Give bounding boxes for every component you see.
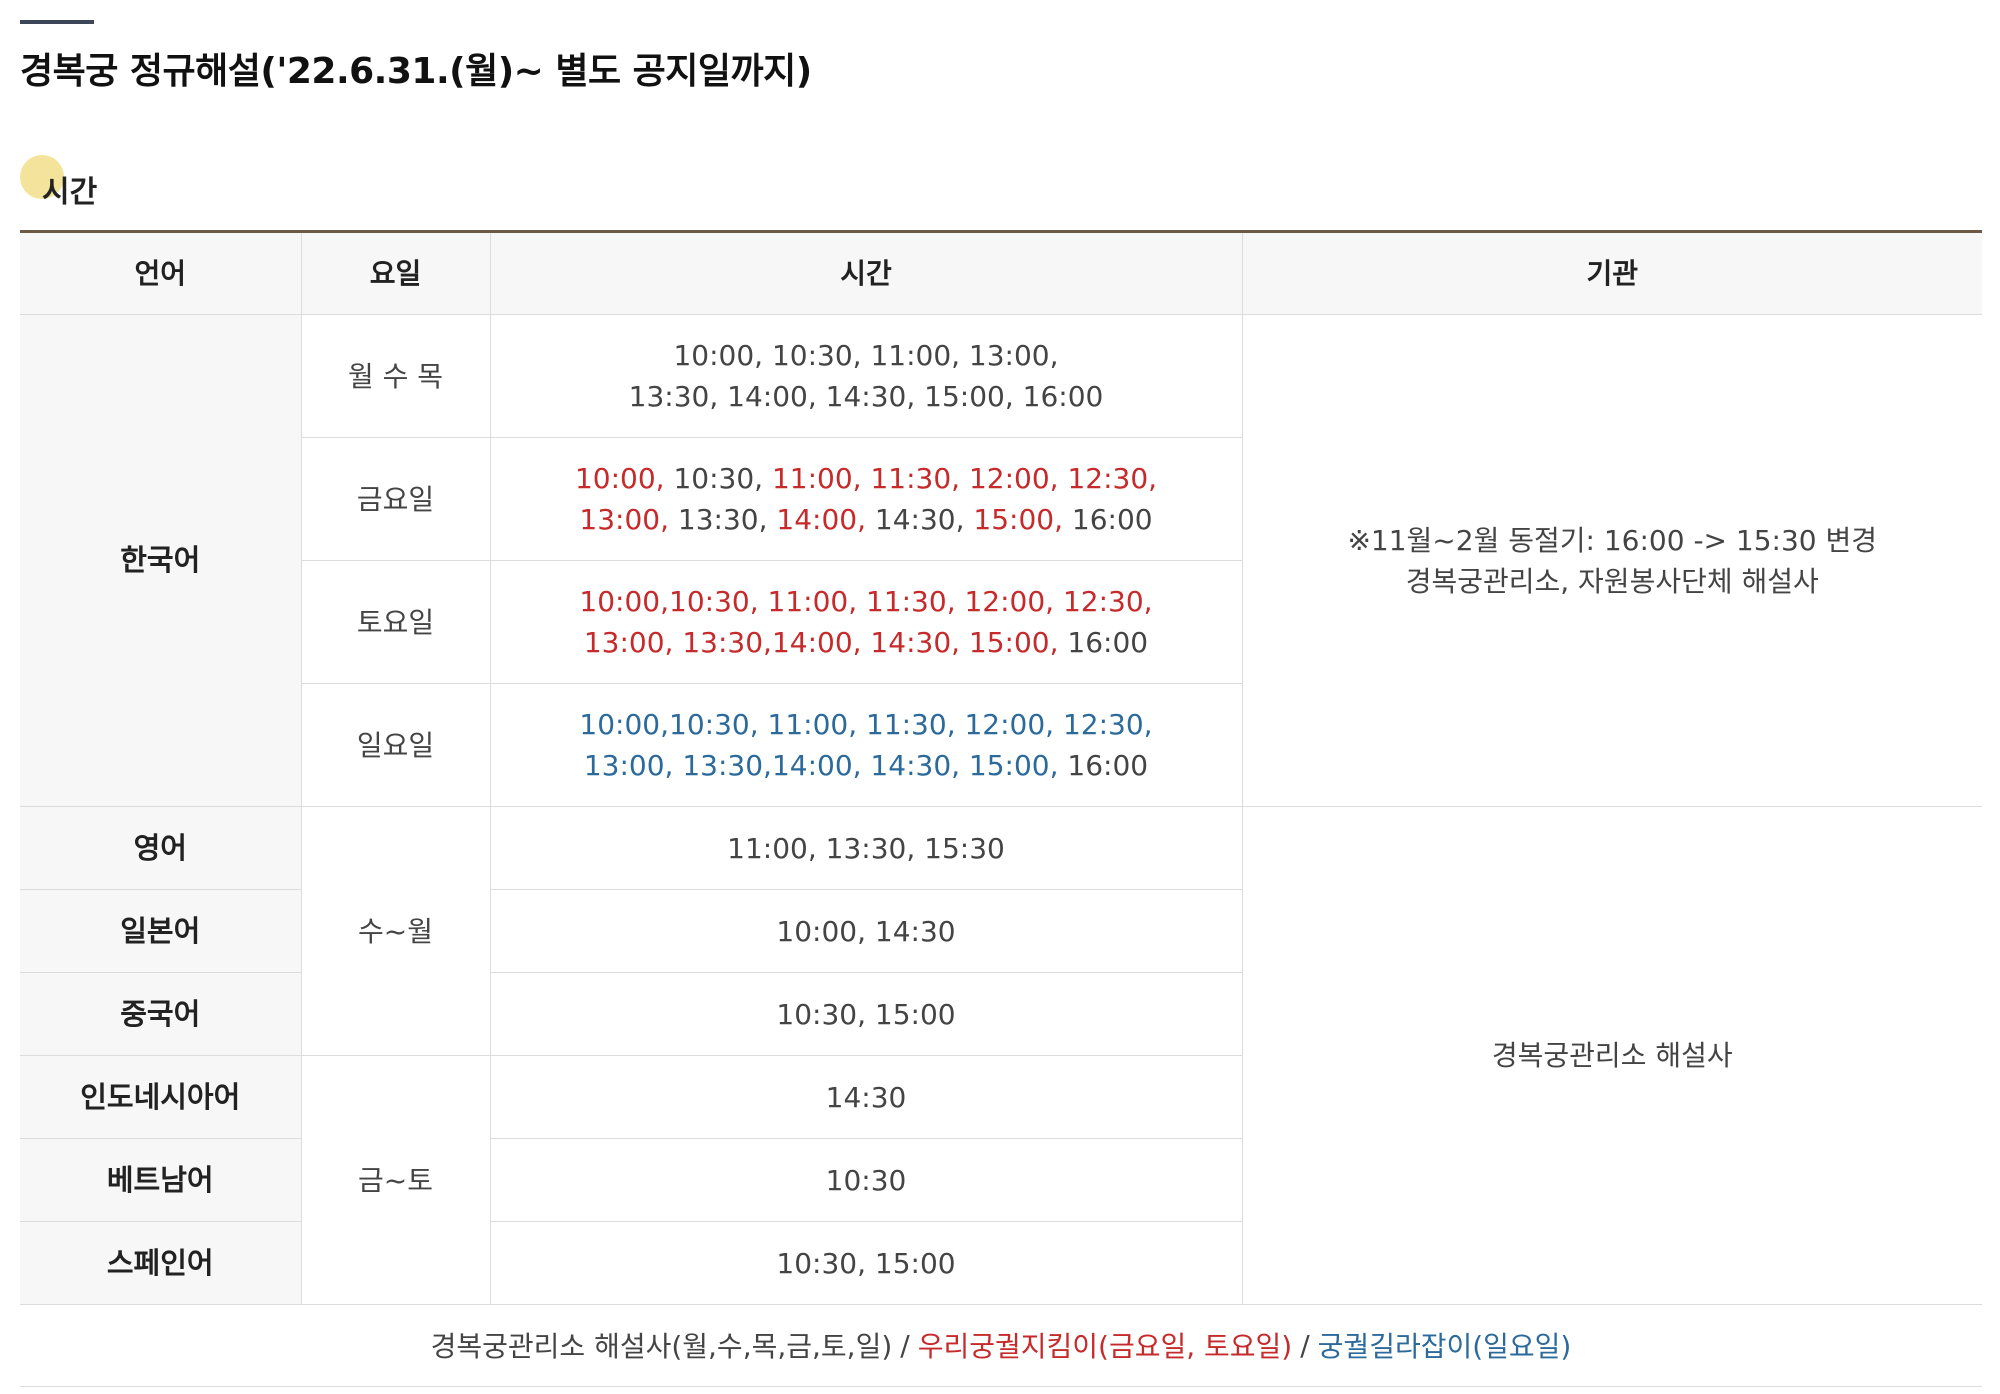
time-line: 10:00, 10:30, 11:00, 11:30, 12:00, 12:30… (491, 458, 1242, 499)
table-row: 토요일 10:00,10:30, 11:00, 11:30, 12:00, 12… (20, 560, 1982, 684)
legend-separator: / (900, 1328, 910, 1362)
table-row: 일본어 10:00, 14:30 (20, 889, 1982, 973)
time-token: 13:00, (579, 503, 669, 536)
table-row: 베트남어 10:30 (20, 1138, 1982, 1222)
table-header-row: 언어 요일 시간 기관 (20, 231, 1982, 315)
time-token: 14:30, (866, 503, 965, 536)
time-line: 13:00, 13:30, 14:00, 14:30, 15:00, 16:00 (491, 499, 1242, 540)
day-cell: 월 수 목 (300, 314, 491, 438)
day-cell: 토요일 (301, 560, 491, 684)
table-row: 한국어 월 수 목 10:00, 10:30, 11:00, 13:00, 13:… (20, 314, 1982, 807)
time-token: 10:00,10:30, 11:00, 11:30, 12:00, 12:30, (579, 708, 1153, 741)
time-token: 10:00, 10:30, 11:00, 13:00, (673, 339, 1059, 372)
time-token: 16:00 (1058, 749, 1149, 782)
table-row: 영어 수~월 11:00, 13:30, 15:30 경복궁관리소 해설사 (20, 806, 1982, 1305)
header-agency: 기관 (1241, 231, 1982, 315)
day-cell: 일요일 (301, 683, 491, 807)
time-token: 10:00,10:30, 11:00, 11:30, 12:00, 12:30, (579, 585, 1153, 618)
time-cell: 10:00,10:30, 11:00, 11:30, 12:00, 12:30,… (489, 683, 1242, 807)
time-line: 13:00, 13:30,14:00, 14:30, 15:00, 16:00 (491, 622, 1242, 663)
time-cell: 10:00, 14:30 (489, 889, 1242, 973)
time-token: 10:30, (664, 462, 764, 495)
time-token: 14:00, (767, 503, 866, 536)
table-row: 인도네시아어 금~토 14:30 (20, 1055, 1982, 1305)
language-cell: 일본어 (20, 889, 302, 973)
schedule-table: 언어 요일 시간 기관 한국어 월 수 목 10:00, 10:30, 11:0… (20, 230, 1982, 1305)
language-korean: 한국어 (20, 314, 302, 807)
header-language: 언어 (20, 231, 302, 315)
time-cell: 10:30, 15:00 (489, 972, 1242, 1056)
table-row: 스페인어 10:30, 15:00 (20, 1221, 1982, 1305)
time-cell: 10:30, 15:00 (489, 1221, 1242, 1305)
agency-korean: ※11월~2월 동절기: 16:00 -> 15:30 변경 경복궁관리소, 자… (1241, 314, 1982, 807)
time-cell: 10:00, 10:30, 11:00, 11:30, 12:00, 12:30… (489, 437, 1242, 561)
day-cell: 금요일 (301, 437, 491, 561)
time-line: 13:30, 14:00, 14:30, 15:00, 16:00 (491, 376, 1242, 417)
time-token: 13:00, 13:30,14:00, 14:30, 15:00, (583, 626, 1059, 659)
day-cell: 수~월 (300, 806, 491, 1056)
time-token: 13:00, 13:30,14:00, 14:30, 15:00, (583, 749, 1059, 782)
legend-sunday-agency: 궁궐길라잡이(일요일) (1317, 1330, 1572, 1363)
page-title: 경복궁 정규해설('22.6.31.(월)~ 별도 공지일까지) (20, 51, 812, 92)
language-cell: 베트남어 (20, 1138, 302, 1222)
legend-default-agency: 경복궁관리소 해설사(월,수,목,금,토,일) (430, 1330, 893, 1363)
header-time: 시간 (489, 231, 1243, 315)
section-title: 시간 (42, 175, 98, 210)
agency-note: ※11월~2월 동절기: 16:00 -> 15:30 변경 (1347, 523, 1878, 557)
table-row: 일요일 10:00,10:30, 11:00, 11:30, 12:00, 12… (20, 683, 1982, 807)
time-token: 13:30, 14:00, 14:30, 15:00, 16:00 (628, 380, 1104, 413)
language-cell: 중국어 (20, 972, 302, 1056)
title-accent-bar (20, 20, 94, 24)
agency-name: 경복궁관리소, 자원봉사단체 해설사 (1405, 564, 1819, 598)
time-cell: 10:00,10:30, 11:00, 11:30, 12:00, 12:30,… (489, 560, 1242, 684)
table-row: 중국어 10:30, 15:00 (20, 972, 1982, 1056)
time-line: 10:00,10:30, 11:00, 11:30, 12:00, 12:30, (491, 704, 1242, 745)
footnote-legend: 경복궁관리소 해설사(월,수,목,금,토,일) / 우리궁궐지킴이(금요일, 토… (20, 1304, 1982, 1387)
time-token: 16:00 (1058, 626, 1149, 659)
time-cell: 10:00, 10:30, 11:00, 13:00, 13:30, 14:00,… (489, 314, 1243, 438)
time-token: 16:00 (1063, 503, 1153, 536)
time-token: 15:00, (964, 503, 1063, 536)
language-cell: 스페인어 (20, 1221, 302, 1305)
time-token: 11:00, 11:30, 12:00, 12:30, (763, 462, 1158, 495)
header-day: 요일 (300, 231, 491, 315)
time-cell: 10:30 (489, 1138, 1242, 1222)
agency-foreign: 경복궁관리소 해설사 (1241, 806, 1982, 1305)
time-cell: 11:00, 13:30, 15:30 (489, 806, 1243, 890)
time-line: 10:00,10:30, 11:00, 11:30, 12:00, 12:30, (491, 581, 1242, 622)
language-cell: 인도네시아어 (20, 1055, 302, 1139)
legend-separator: / (1300, 1328, 1310, 1362)
time-token: 10:00, (574, 462, 665, 495)
circle-bullet-icon (20, 155, 64, 199)
language-cell: 영어 (20, 806, 302, 890)
day-cell: 금~토 (300, 1055, 491, 1305)
time-line: 13:00, 13:30,14:00, 14:30, 15:00, 16:00 (491, 745, 1242, 786)
time-line: 10:00, 10:30, 11:00, 13:00, (491, 335, 1242, 376)
legend-friday-saturday-agency: 우리궁궐지킴이(금요일, 토요일) (917, 1330, 1293, 1363)
time-cell: 14:30 (489, 1055, 1242, 1139)
time-token: 13:30, (669, 503, 768, 536)
